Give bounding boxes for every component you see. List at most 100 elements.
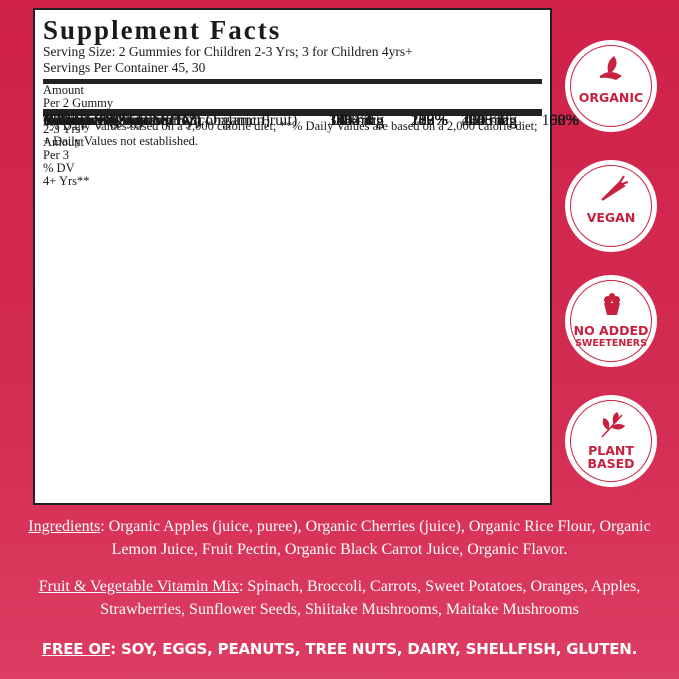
cell: 20 mcg bbox=[469, 112, 517, 129]
badge-text: ORGANIC bbox=[578, 90, 644, 105]
cell: 3 g bbox=[364, 112, 384, 129]
cell: 2% bbox=[426, 112, 448, 129]
badge: VEGAN bbox=[565, 160, 657, 252]
cell: 113% bbox=[411, 112, 448, 129]
cell: 50% bbox=[549, 112, 579, 129]
cell: 1.2 mcg bbox=[465, 112, 517, 129]
column-header: % DV 2-3 Yrs* bbox=[43, 110, 542, 136]
column-header: Amount Per 3 bbox=[43, 136, 542, 162]
nutrient-name: Vitamin C bbox=[43, 112, 110, 129]
serving-size: Serving Size: 2 Gummies for Children 2-3… bbox=[43, 44, 413, 59]
vitamin-mix: Fruit & Vegetable Vitamin Mix: Spinach, … bbox=[10, 575, 669, 621]
ingredients: Ingredients: Organic Apples (juice, pure… bbox=[10, 515, 669, 561]
cell: 40 mcg bbox=[336, 112, 384, 129]
cell: 0.43 mg bbox=[331, 112, 384, 129]
nutrient-name: Calories bbox=[43, 112, 97, 129]
cell: 0.8 mcg bbox=[332, 112, 384, 129]
cell: 50% bbox=[549, 112, 579, 129]
cell: 5 mg bbox=[351, 112, 384, 129]
badge-icon bbox=[601, 411, 626, 438]
badge-text: BASED bbox=[587, 456, 635, 471]
cell: 15 bbox=[368, 112, 384, 129]
cell: 15 mcg bbox=[469, 112, 517, 129]
cell: 89% bbox=[418, 112, 448, 129]
badge-text: SWEETENERS bbox=[575, 338, 647, 349]
cell: 200 mcg bbox=[461, 112, 517, 129]
supplement-facts: Supplement Facts Serving Size: 2 Gummies… bbox=[33, 8, 579, 505]
cell: + bbox=[569, 112, 579, 129]
cell: 0.6 mg bbox=[472, 112, 517, 129]
cell: 133% bbox=[410, 112, 448, 129]
cell: + bbox=[438, 112, 448, 129]
cell: 7.5 mg bbox=[472, 112, 517, 129]
cell: 83% bbox=[418, 112, 448, 129]
header-line: Amount bbox=[43, 83, 84, 97]
cell: 87% bbox=[418, 112, 448, 129]
badge-icon bbox=[604, 293, 620, 315]
cell: 25 bbox=[501, 112, 517, 129]
cell: 0% bbox=[557, 112, 579, 129]
badge: PLANT BASED bbox=[565, 395, 657, 487]
header-line: % DV bbox=[43, 161, 75, 175]
header-line: 2-3 Yrs* bbox=[43, 122, 87, 136]
cell: 0.4 mg bbox=[339, 112, 384, 129]
cell: 60 mcg bbox=[469, 112, 517, 129]
cell: 133 mcg bbox=[328, 112, 384, 129]
cell: 50% bbox=[549, 112, 579, 129]
header-line: % DV bbox=[43, 109, 75, 123]
badge: NO ADDED SWEETENERS bbox=[565, 275, 657, 367]
nutrient-name: Vitamin D (as D2 & D3) bbox=[43, 112, 202, 129]
cell: 50% bbox=[549, 112, 579, 129]
badge-text: NO ADDED bbox=[573, 323, 649, 338]
header-line: Per 2 Gummy bbox=[43, 96, 114, 110]
cell: 89% bbox=[418, 112, 448, 129]
vitamin-mix-label: Fruit & Vegetable Vitamin Mix bbox=[38, 578, 239, 595]
cell: 3 g bbox=[364, 112, 384, 129]
cell: 125% bbox=[410, 112, 448, 129]
nutrient-name: Vitamin A bbox=[43, 112, 110, 129]
cell: 4 g bbox=[364, 112, 384, 129]
nutrient-name: Added Sugars (from Organic Fruit) bbox=[71, 112, 298, 129]
cell: 450 mcg bbox=[461, 112, 517, 129]
cell: 50% bbox=[549, 112, 579, 129]
badge: ORGANIC bbox=[565, 40, 657, 132]
header-line: Amount bbox=[43, 135, 84, 149]
ingredients-label: Ingredients bbox=[28, 518, 101, 535]
cell: 0.85 mg bbox=[464, 112, 517, 129]
nutrient-name: Vitamin B12 (as Methylcobalamin) bbox=[43, 112, 270, 129]
cell: 6 g bbox=[497, 112, 517, 129]
badge-text: PLANT bbox=[588, 443, 634, 458]
cell: 4 g bbox=[497, 112, 517, 129]
badge-icon bbox=[600, 56, 622, 80]
nutrient-name: Folate bbox=[43, 112, 83, 129]
cell: 89% bbox=[418, 112, 448, 129]
nutrient-name: Vitamin E bbox=[43, 112, 109, 129]
nutrient-name: Riboflavin (Vitamin B2) bbox=[43, 112, 201, 129]
cell: 83% bbox=[418, 112, 448, 129]
cell: 45 mg bbox=[476, 112, 517, 129]
ingredients-text: : Organic Apples (juice, puree), Organic… bbox=[100, 518, 651, 558]
cell: <1 g bbox=[354, 112, 384, 129]
cell: 80% bbox=[418, 112, 448, 129]
badge-ring bbox=[570, 280, 652, 362]
cell: 50% bbox=[549, 112, 579, 129]
rule bbox=[43, 79, 542, 84]
cell: 8% bbox=[557, 112, 579, 129]
badge-icon bbox=[601, 175, 628, 201]
nutrient-name: Thiamine (Vitamin B1) bbox=[43, 112, 194, 129]
cell: 200% bbox=[410, 112, 448, 129]
badge-text: VEGAN bbox=[586, 210, 636, 225]
cell: 50% bbox=[549, 112, 579, 129]
cell: 2.5 mg bbox=[472, 112, 517, 129]
vitamin-mix-text: : Spinach, Broccoli, Carrots, Sweet Pota… bbox=[100, 578, 641, 618]
badge-ring bbox=[570, 400, 652, 482]
cell: 0.65 mg bbox=[464, 112, 517, 129]
cell: 89% bbox=[418, 112, 448, 129]
table-header: Amount Per 2 Gummy% DV 2-3 Yrs* Amount Per 3… bbox=[43, 83, 542, 188]
cell: 0.57 mg bbox=[331, 112, 384, 129]
header-line: 4+ Yrs** bbox=[43, 174, 90, 188]
free-of-label: FREE OF bbox=[41, 640, 111, 658]
cell: 13 mcg bbox=[336, 112, 384, 129]
nutrient-name: Pantothenic Acid bbox=[43, 112, 153, 129]
cell: 2% bbox=[557, 112, 579, 129]
